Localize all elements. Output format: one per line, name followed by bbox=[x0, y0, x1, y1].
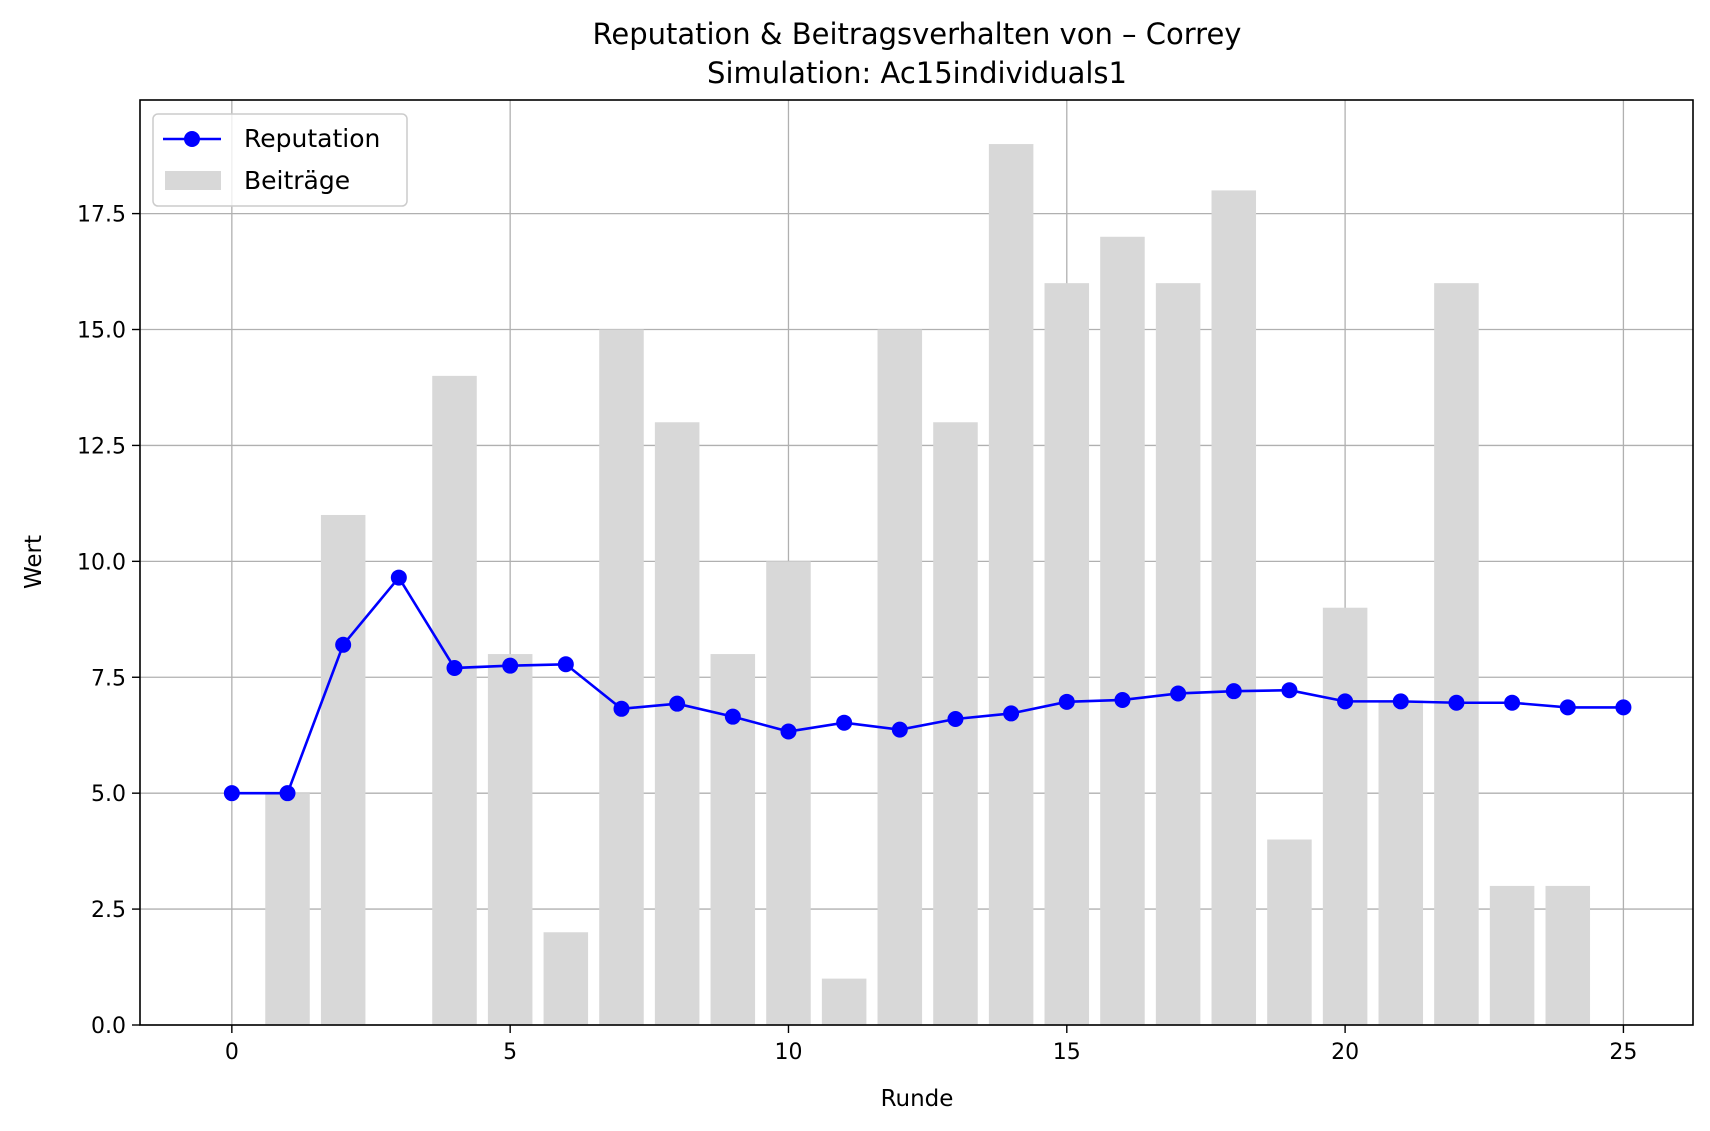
reputation-point bbox=[724, 708, 741, 725]
bar bbox=[1100, 236, 1145, 1026]
bar bbox=[265, 793, 310, 1025]
reputation-line bbox=[231, 575, 1624, 795]
reputation-point bbox=[1170, 685, 1187, 702]
y-axis-label: Wert bbox=[21, 535, 47, 589]
bar bbox=[1155, 283, 1201, 1025]
bar bbox=[487, 654, 533, 1025]
plot-frame bbox=[139, 99, 1694, 1026]
y-tick-label: 12.5 bbox=[77, 434, 126, 459]
legend-label-reputation: Reputation bbox=[244, 124, 380, 153]
reputation-point bbox=[1337, 693, 1354, 710]
reputation-point bbox=[836, 714, 853, 731]
bar bbox=[1489, 885, 1535, 1025]
bar bbox=[766, 561, 811, 1025]
x-tick-label: 15 bbox=[1053, 1040, 1081, 1065]
reputation-point bbox=[891, 721, 908, 738]
bar bbox=[877, 329, 923, 1025]
legend-marker-swatch bbox=[184, 131, 200, 147]
x-tick-label: 5 bbox=[503, 1040, 517, 1065]
reputation-point bbox=[1559, 699, 1576, 716]
bar-series bbox=[265, 144, 1591, 1026]
reputation-point bbox=[1392, 693, 1409, 710]
bar bbox=[320, 514, 366, 1025]
reputation-point bbox=[390, 569, 407, 586]
reputation-point bbox=[1281, 682, 1298, 699]
bar bbox=[821, 978, 867, 1025]
bar bbox=[988, 144, 1034, 1026]
reputation-point bbox=[1003, 705, 1020, 722]
bar bbox=[1211, 190, 1257, 1026]
reputation-point bbox=[279, 785, 296, 802]
bar bbox=[432, 375, 477, 1025]
reputation-point bbox=[1615, 699, 1632, 716]
y-tick-label: 2.5 bbox=[91, 898, 126, 923]
y-tick-label: 5.0 bbox=[91, 782, 126, 807]
x-tick-label: 20 bbox=[1331, 1040, 1359, 1065]
reputation-point bbox=[1058, 693, 1075, 710]
bar bbox=[1545, 885, 1591, 1025]
y-tick-label: 7.5 bbox=[91, 666, 126, 691]
line-series bbox=[223, 569, 1632, 802]
x-tick-label: 10 bbox=[774, 1040, 802, 1065]
reputation-point bbox=[1225, 683, 1242, 700]
chart-subtitle: Simulation: Ac15individuals1 bbox=[707, 56, 1127, 90]
legend: Reputation Beiträge bbox=[152, 113, 408, 207]
y-tick-label: 10.0 bbox=[77, 550, 126, 575]
legend-bar-swatch bbox=[165, 171, 221, 190]
reputation-point bbox=[335, 636, 352, 653]
bar bbox=[543, 932, 589, 1025]
y-tick-label: 0.0 bbox=[91, 1014, 126, 1039]
y-tick-label: 15.0 bbox=[77, 319, 126, 344]
reputation-point bbox=[780, 723, 797, 740]
chart-title: Reputation & Beitragsverhalten von – Cor… bbox=[593, 17, 1242, 51]
reputation-point bbox=[557, 656, 574, 673]
reputation-point bbox=[1114, 691, 1131, 708]
reputation-point bbox=[1448, 694, 1465, 711]
reputation-point bbox=[947, 710, 964, 727]
bar bbox=[1044, 283, 1090, 1025]
reputation-point bbox=[669, 695, 686, 712]
x-axis-label: Runde bbox=[881, 1086, 954, 1112]
reputation-point bbox=[446, 659, 463, 676]
bar bbox=[654, 422, 700, 1025]
bar bbox=[1267, 839, 1312, 1025]
reputation-point bbox=[613, 700, 630, 717]
x-tick-label: 25 bbox=[1609, 1040, 1637, 1065]
y-axis-ticks: 0.0 2.5 5.0 7.5 10.0 12.5 15.0 17.5 bbox=[77, 203, 140, 1039]
bar bbox=[599, 329, 644, 1025]
legend-label-beitraege: Beiträge bbox=[244, 166, 350, 195]
bar bbox=[1322, 607, 1368, 1025]
bar bbox=[1378, 700, 1424, 1025]
bar bbox=[1434, 283, 1479, 1025]
x-tick-label: 0 bbox=[225, 1040, 239, 1065]
y-tick-label: 17.5 bbox=[77, 203, 126, 228]
x-axis-ticks: 0 5 10 15 20 25 bbox=[225, 1025, 1637, 1065]
reputation-point bbox=[1504, 694, 1521, 711]
reputation-point bbox=[502, 657, 519, 674]
reputation-point bbox=[223, 785, 240, 802]
